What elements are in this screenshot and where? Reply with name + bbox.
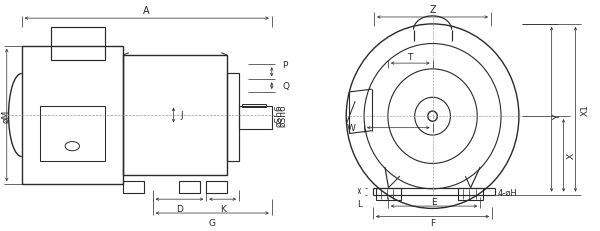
Text: Q: Q (283, 82, 289, 91)
Text: øM: øM (1, 109, 10, 122)
Text: A: A (143, 6, 150, 16)
Bar (206, 181, 227, 194)
Text: Y: Y (553, 114, 562, 119)
Text: øSh6: øSh6 (278, 104, 287, 127)
Bar (239, 106, 272, 129)
Text: L: L (357, 199, 362, 208)
Text: K: K (220, 204, 226, 213)
Text: X1: X1 (581, 104, 590, 116)
Bar (123, 56, 227, 175)
Bar (227, 74, 239, 161)
Bar (242, 105, 266, 107)
Text: X: X (567, 153, 576, 159)
Text: E: E (431, 197, 437, 206)
Text: øSh6: øSh6 (274, 104, 283, 127)
Text: G: G (209, 218, 216, 227)
Text: J: J (181, 111, 183, 120)
Bar (22, 47, 123, 184)
Text: D: D (176, 204, 183, 213)
Text: T: T (407, 53, 413, 62)
Bar (376, 188, 401, 201)
Bar (40, 106, 105, 161)
Text: F: F (430, 218, 435, 227)
Bar (123, 181, 144, 194)
Bar (179, 181, 200, 194)
Text: W: W (346, 124, 355, 133)
Text: Z: Z (429, 5, 436, 15)
Text: 4-øH: 4-øH (498, 188, 518, 197)
Bar (52, 28, 105, 60)
Bar (458, 188, 483, 201)
Text: P: P (283, 61, 288, 70)
